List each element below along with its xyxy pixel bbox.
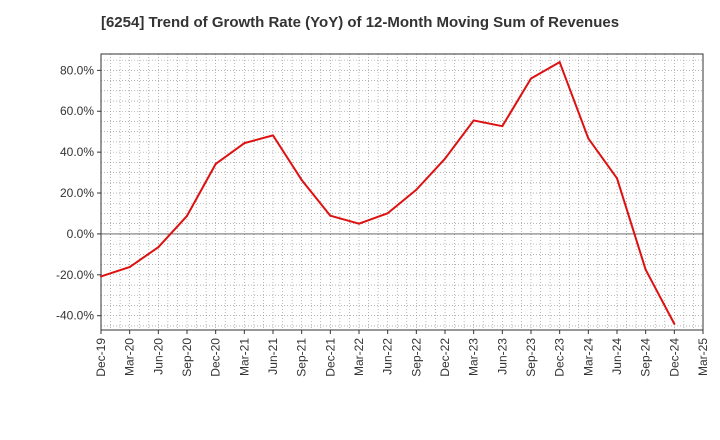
data-point [444,157,446,160]
y-tick-label: -40.0% [56,309,94,323]
x-tick-label: Jun-22 [381,338,395,375]
data-point [501,125,504,128]
x-tick-label: Sep-21 [295,338,309,377]
x-tick-labels: Dec-19 Mar-20 Jun-20 Sep-20 Dec-20 Mar-21 Jun-… [94,330,710,377]
y-tick-label: 20.0% [60,186,94,200]
data-point [386,212,389,215]
data-point [128,266,131,269]
x-tick-label: Sep-20 [180,338,194,377]
plot-frame [100,53,704,331]
plot-frame-layer [100,53,704,331]
x-tick-label: Jun-23 [495,338,509,375]
series-layer [100,61,676,325]
data-point [300,178,303,181]
x-tick-label: Jun-20 [151,338,165,375]
x-tick-label: Mar-22 [352,338,366,376]
data-point [558,61,561,64]
y-tick-label: 80.0% [60,63,94,77]
x-tick-label: Dec-24 [667,338,681,377]
x-tick-label: Sep-24 [639,338,653,377]
x-tick-label: Sep-23 [524,338,538,377]
data-point [673,322,676,325]
grid-layer [101,54,703,330]
data-point [157,246,160,249]
x-tick-label: Mar-25 [696,338,710,376]
data-point [243,142,246,145]
y-tick-label: 40.0% [60,145,94,159]
x-tick-label: Dec-21 [323,338,337,377]
x-tick-label: Sep-22 [409,338,423,377]
x-tick-label: Mar-21 [237,338,251,376]
data-point [358,222,360,225]
y-tick-label: 60.0% [60,104,94,118]
x-tick-label: Jun-21 [266,338,280,375]
data-point [644,268,647,271]
data-point [415,188,418,191]
x-tick-label: Dec-23 [553,338,567,377]
data-point [530,77,532,80]
data-point [616,177,618,180]
data-point [329,214,332,217]
x-tick-label: Dec-19 [94,338,108,377]
x-tick-label: Jun-24 [610,338,624,375]
x-tick-label: Dec-22 [438,338,452,377]
data-point [214,162,217,165]
series-line [100,61,676,325]
data-point [186,214,188,217]
data-point [100,275,102,278]
y-tick-labels: -40.0% -20.0% 0.0% 20.0% 40.0% 60.0% 80.0% [56,63,101,323]
x-tick-label: Mar-23 [467,338,481,376]
x-tick-label: Dec-20 [209,338,223,377]
data-point [472,119,475,122]
x-tick-label: Mar-24 [581,338,595,376]
y-tick-label: 0.0% [67,227,95,241]
data-point [587,137,590,140]
chart-title: [6254] Trend of Growth Rate (YoY) of 12-… [100,14,620,31]
x-tick-label: Mar-20 [123,338,137,376]
y-tick-label: -20.0% [56,268,94,282]
data-point [272,134,274,137]
